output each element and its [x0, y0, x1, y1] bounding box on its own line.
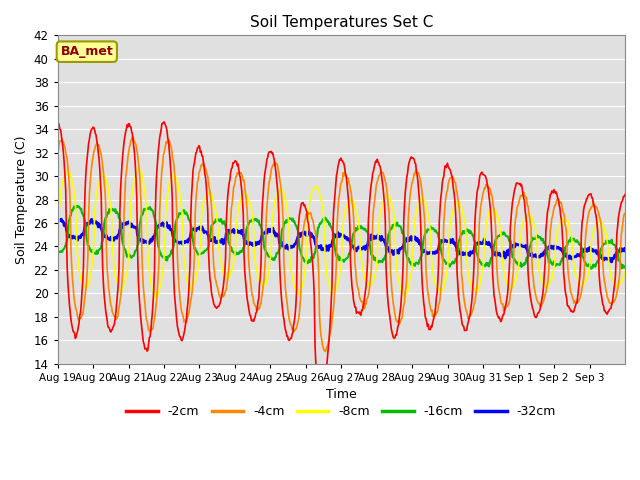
-2cm: [225, 180, 233, 186]
-16cm: [121, 246, 129, 252]
-32cm: [275, 234, 283, 240]
Y-axis label: Soil Temperature (C): Soil Temperature (C): [15, 135, 28, 264]
-4cm: [129, 134, 137, 140]
-4cm: [401, 288, 409, 294]
-2cm: [433, 290, 441, 296]
-16cm: [225, 240, 233, 246]
-2cm: [621, 192, 629, 197]
-8cm: [621, 268, 629, 274]
-4cm: [321, 348, 329, 354]
-4cm: [621, 211, 629, 216]
-4cm: [225, 261, 233, 267]
-8cm: [276, 187, 284, 193]
-16cm: [54, 251, 61, 256]
-16cm: [621, 264, 629, 269]
-8cm: [152, 295, 159, 301]
Title: Soil Temperatures Set C: Soil Temperatures Set C: [250, 15, 433, 30]
Line: -32cm: -32cm: [58, 219, 625, 262]
-16cm: [401, 234, 408, 240]
-4cm: [433, 310, 441, 316]
Line: -16cm: -16cm: [58, 206, 625, 269]
-4cm: [54, 151, 61, 156]
-2cm: [253, 305, 261, 311]
-32cm: [253, 240, 261, 245]
-2cm: [401, 189, 409, 195]
-2cm: [318, 395, 326, 400]
-32cm: [121, 220, 129, 226]
-16cm: [587, 266, 595, 272]
-32cm: [621, 245, 629, 251]
-16cm: [74, 203, 81, 209]
-32cm: [54, 220, 61, 226]
-8cm: [120, 281, 128, 287]
-32cm: [433, 250, 440, 255]
-2cm: [120, 138, 128, 144]
Line: -4cm: -4cm: [58, 137, 625, 351]
-32cm: [401, 240, 408, 246]
Line: -8cm: -8cm: [58, 169, 625, 298]
-8cm: [433, 285, 441, 290]
-8cm: [54, 251, 61, 256]
Text: BA_met: BA_met: [60, 45, 113, 58]
X-axis label: Time: Time: [326, 388, 356, 401]
-8cm: [401, 293, 409, 299]
-8cm: [134, 167, 141, 172]
-4cm: [120, 208, 128, 214]
-16cm: [253, 219, 261, 225]
-2cm: [275, 211, 283, 217]
-16cm: [433, 229, 440, 235]
Legend: -2cm, -4cm, -8cm, -16cm, -32cm: -2cm, -4cm, -8cm, -16cm, -32cm: [122, 400, 561, 423]
-4cm: [275, 169, 283, 175]
-4cm: [253, 307, 261, 312]
-32cm: [225, 230, 233, 236]
-8cm: [226, 272, 234, 277]
-2cm: [160, 119, 168, 125]
-2cm: [54, 120, 61, 126]
-8cm: [254, 275, 262, 280]
-16cm: [275, 247, 283, 253]
-32cm: [608, 259, 616, 265]
Line: -2cm: -2cm: [58, 122, 625, 397]
-32cm: [58, 216, 65, 222]
